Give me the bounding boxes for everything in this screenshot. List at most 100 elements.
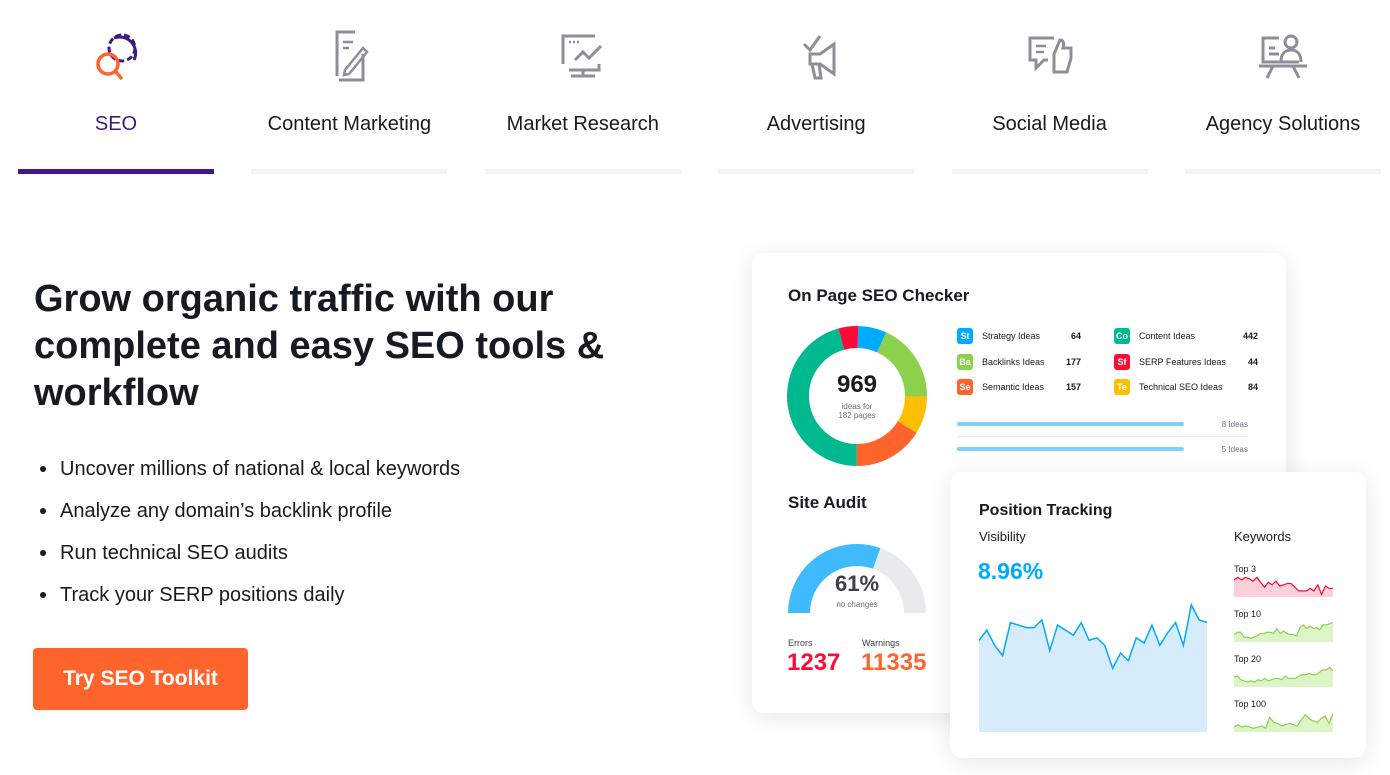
legend-value: 442 bbox=[1242, 331, 1258, 341]
keyword-label: Top 10 bbox=[1234, 609, 1262, 619]
tab-content-marketing[interactable]: Content Marketing bbox=[251, 0, 448, 174]
legend-label: Content Ideas bbox=[1139, 331, 1196, 341]
chat-thumbs-up-icon bbox=[1028, 36, 1073, 74]
legend-item: Ba Backlinks Ideas 177 bbox=[957, 353, 1097, 370]
hero-heading: Grow organic traffic with our complete a… bbox=[34, 278, 605, 414]
legend-label: Backlinks Ideas bbox=[982, 356, 1045, 367]
tab-agency-solutions[interactable]: Agency Solutions bbox=[1185, 0, 1381, 174]
legend-value: 64 bbox=[1070, 331, 1081, 341]
series-line bbox=[1234, 713, 1333, 730]
legend-label: Semantic Ideas bbox=[982, 382, 1045, 392]
tab-indicator bbox=[1185, 169, 1381, 174]
legend-value: 177 bbox=[1065, 356, 1081, 367]
series-line bbox=[1234, 666, 1333, 683]
card-title: On Page SEO Checker bbox=[788, 286, 970, 305]
visibility-label: Visibility bbox=[979, 529, 1026, 544]
series-area bbox=[979, 604, 1207, 732]
legend-label: Strategy Ideas bbox=[982, 331, 1041, 341]
legend-item: Te Technical SEO Ideas 84 bbox=[1114, 379, 1258, 395]
series-area bbox=[1234, 667, 1333, 687]
progress-bar bbox=[957, 447, 1184, 451]
tab-indicator bbox=[18, 169, 214, 174]
progress-bar bbox=[957, 422, 1184, 426]
warnings-label: Warnings bbox=[862, 638, 900, 648]
tab-seo[interactable]: SEO bbox=[18, 0, 214, 174]
document-pen-icon bbox=[335, 30, 370, 82]
series-area bbox=[1234, 713, 1333, 732]
seo-gear-magnifier-icon bbox=[96, 33, 138, 81]
legend-label: SERP Features Ideas bbox=[1139, 356, 1226, 367]
feature-item: Run technical SEO audits bbox=[38, 539, 460, 581]
ideas-donut-chart bbox=[787, 326, 927, 466]
donut-sub: 182 pages bbox=[838, 411, 876, 420]
donut-segment-ba bbox=[876, 332, 927, 397]
donut-segment-co bbox=[787, 328, 858, 466]
legend-item: St Strategy Ideas 64 bbox=[957, 328, 1097, 344]
tab-label: Agency Solutions bbox=[1205, 113, 1361, 135]
tab-label: Advertising bbox=[766, 113, 866, 135]
legend-badge: Te bbox=[1114, 379, 1130, 395]
feature-list: Uncover millions of national & local key… bbox=[38, 455, 460, 623]
legend-value: 84 bbox=[1247, 382, 1258, 392]
legend-badge: Co bbox=[1114, 328, 1130, 344]
tab-indicator bbox=[484, 169, 681, 174]
series-line bbox=[1234, 621, 1333, 639]
audit-percent: 61% bbox=[834, 571, 880, 596]
tab-advertising[interactable]: Advertising bbox=[718, 0, 915, 174]
megaphone-icon bbox=[803, 35, 836, 80]
tab-indicator bbox=[251, 169, 448, 174]
donut-segment-te bbox=[897, 395, 927, 433]
donut-segment-se bbox=[856, 420, 917, 466]
try-seo-toolkit-button[interactable]: Try SEO Toolkit bbox=[33, 648, 248, 710]
legend-value: 157 bbox=[1065, 382, 1081, 392]
feature-item: Uncover millions of national & local key… bbox=[38, 455, 460, 497]
donut-sub: ideas for bbox=[841, 402, 873, 411]
keyword-label: Top 3 bbox=[1234, 564, 1257, 574]
keyword-label: Top 20 bbox=[1234, 654, 1262, 664]
series-area bbox=[1234, 577, 1333, 597]
tab-social-media[interactable]: Social Media bbox=[951, 0, 1148, 174]
visibility-chart bbox=[979, 602, 1207, 732]
tab-label: Social Media bbox=[992, 113, 1107, 135]
legend-badge: Sf bbox=[1114, 353, 1130, 370]
legend-badge: St bbox=[957, 328, 973, 344]
keywords-label: Keywords bbox=[1234, 529, 1292, 544]
errors-label: Errors bbox=[788, 638, 813, 648]
legend-item: Co Content Ideas 442 bbox=[1114, 328, 1258, 344]
feature-item: Analyze any domain’s backlink profile bbox=[38, 497, 460, 539]
tab-indicator bbox=[951, 169, 1148, 174]
tab-label: SEO bbox=[94, 113, 138, 135]
tab-label: Market Research bbox=[506, 113, 659, 135]
card-title: Position Tracking bbox=[979, 502, 1113, 519]
series-line bbox=[1234, 576, 1333, 597]
donut-total: 969 bbox=[836, 371, 878, 398]
visibility-value: 8.96% bbox=[978, 558, 1044, 584]
audit-sub: no changes bbox=[836, 600, 878, 609]
tab-indicator bbox=[718, 169, 915, 174]
keyword-sparkline bbox=[1234, 713, 1333, 732]
warnings-value: 11335 bbox=[861, 649, 927, 676]
tab-market-research[interactable]: Market Research bbox=[484, 0, 681, 174]
feature-item: Track your SERP positions daily bbox=[38, 581, 460, 623]
legend-label: Technical SEO Ideas bbox=[1139, 382, 1223, 392]
keyword-sparkline bbox=[1234, 621, 1333, 642]
keyword-sparkline bbox=[1234, 666, 1333, 687]
tab-label: Content Marketing bbox=[267, 113, 432, 135]
site-audit-title: Site Audit bbox=[788, 493, 867, 512]
keyword-sparkline bbox=[1234, 576, 1333, 597]
legend-badge: Ba bbox=[957, 353, 973, 370]
monitor-chart-icon bbox=[561, 34, 602, 78]
series-area bbox=[1234, 622, 1333, 642]
keyword-label: Top 100 bbox=[1234, 699, 1267, 709]
legend-item: Sf SERP Features Ideas 44 bbox=[1114, 353, 1258, 370]
presenter-board-icon bbox=[1259, 34, 1307, 79]
bar-label: 8 Ideas bbox=[1221, 420, 1248, 429]
legend-item: Se Semantic Ideas 157 bbox=[957, 379, 1097, 395]
legend-value: 44 bbox=[1247, 356, 1258, 367]
bar-label: 5 Ideas bbox=[1221, 445, 1248, 454]
donut-segment-st bbox=[857, 326, 887, 353]
donut-segment-sf bbox=[838, 326, 859, 350]
gauge-fill bbox=[788, 544, 881, 614]
legend-badge: Se bbox=[957, 379, 973, 395]
site-audit-gauge bbox=[788, 544, 926, 614]
